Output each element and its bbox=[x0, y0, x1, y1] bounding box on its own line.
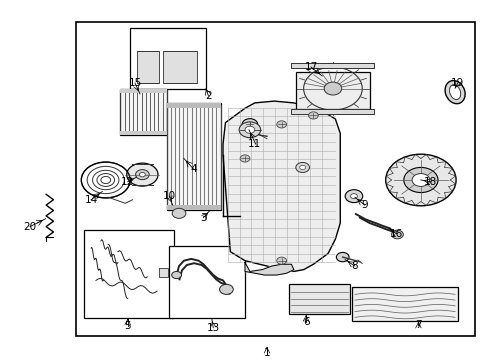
Bar bbox=[76, 22, 475, 336]
Bar bbox=[121, 131, 167, 135]
Text: 10: 10 bbox=[163, 191, 176, 201]
Text: 17: 17 bbox=[304, 62, 318, 72]
Bar bbox=[292, 109, 374, 114]
Circle shape bbox=[172, 271, 181, 279]
Circle shape bbox=[392, 230, 403, 239]
Text: 11: 11 bbox=[248, 139, 261, 149]
Text: 8: 8 bbox=[352, 261, 358, 271]
Bar bbox=[167, 205, 220, 211]
Text: 12: 12 bbox=[121, 177, 134, 187]
Circle shape bbox=[245, 126, 255, 133]
Bar bbox=[167, 103, 220, 108]
Ellipse shape bbox=[445, 81, 465, 104]
Text: 4: 4 bbox=[191, 164, 197, 174]
Bar bbox=[352, 287, 458, 321]
Circle shape bbox=[239, 122, 261, 138]
Circle shape bbox=[350, 194, 357, 199]
Circle shape bbox=[277, 121, 287, 128]
Bar bbox=[167, 103, 220, 211]
Bar bbox=[121, 89, 167, 135]
Polygon shape bbox=[245, 262, 294, 275]
Circle shape bbox=[309, 112, 318, 119]
Bar bbox=[292, 63, 374, 68]
Circle shape bbox=[386, 154, 456, 206]
Circle shape bbox=[412, 174, 430, 186]
Text: 5: 5 bbox=[124, 321, 131, 331]
Circle shape bbox=[324, 82, 342, 95]
Text: 9: 9 bbox=[362, 200, 368, 210]
Text: 7: 7 bbox=[415, 320, 422, 330]
Bar bbox=[130, 28, 206, 89]
Circle shape bbox=[140, 172, 146, 177]
Text: 1: 1 bbox=[264, 348, 270, 358]
Circle shape bbox=[220, 284, 233, 294]
Bar bbox=[84, 230, 174, 318]
Text: 15: 15 bbox=[128, 78, 142, 88]
Bar bbox=[137, 51, 159, 83]
Circle shape bbox=[242, 119, 258, 130]
Polygon shape bbox=[223, 101, 340, 271]
Circle shape bbox=[336, 252, 349, 262]
Text: 2: 2 bbox=[205, 91, 212, 101]
Text: 16: 16 bbox=[390, 229, 403, 239]
Text: 14: 14 bbox=[84, 195, 98, 205]
Bar bbox=[159, 268, 168, 277]
Text: 13: 13 bbox=[207, 323, 220, 333]
Circle shape bbox=[404, 167, 438, 193]
Text: 20: 20 bbox=[24, 222, 37, 231]
Text: 18: 18 bbox=[424, 177, 437, 187]
Circle shape bbox=[136, 170, 149, 180]
Circle shape bbox=[277, 257, 287, 264]
Circle shape bbox=[127, 163, 158, 186]
Bar bbox=[296, 72, 369, 109]
Bar bbox=[289, 284, 350, 315]
Ellipse shape bbox=[449, 85, 461, 100]
Bar bbox=[169, 246, 245, 318]
Circle shape bbox=[240, 155, 250, 162]
Text: 3: 3 bbox=[200, 213, 207, 222]
Bar bbox=[121, 89, 167, 93]
Circle shape bbox=[172, 208, 186, 219]
Circle shape bbox=[300, 165, 306, 170]
Text: 19: 19 bbox=[451, 78, 464, 88]
Circle shape bbox=[345, 190, 363, 203]
Circle shape bbox=[296, 162, 310, 172]
Text: 6: 6 bbox=[303, 317, 309, 327]
Bar bbox=[163, 51, 197, 83]
